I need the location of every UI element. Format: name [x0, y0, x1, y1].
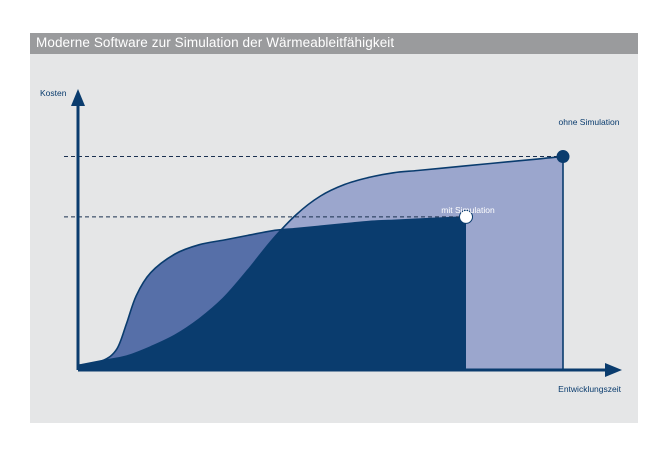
- title-bar: Moderne Software zur Simulation der Wärm…: [30, 33, 638, 54]
- series-label-mit-simulation: mit Simulation: [441, 205, 495, 215]
- series-layer: [77, 155, 564, 370]
- marker-mit-simulation: [459, 209, 473, 224]
- label-layer: Kosten Entwicklungszeit ohne Simulation …: [40, 88, 622, 394]
- chart-title: Moderne Software zur Simulation der Wärm…: [36, 35, 395, 50]
- y-axis-label: Kosten: [40, 88, 67, 98]
- line-mit-simulation: [77, 216, 467, 367]
- guide-layer: [64, 150, 570, 224]
- line-ohne-simulation: [77, 155, 564, 367]
- series-label-ohne-simulation: ohne Simulation: [559, 117, 620, 127]
- marker-ohne-simulation: [556, 150, 570, 164]
- y-axis-arrow: [71, 89, 85, 106]
- x-axis-arrow: [605, 363, 622, 377]
- axes-layer: [71, 89, 622, 377]
- x-axis-label: Entwicklungszeit: [558, 384, 621, 394]
